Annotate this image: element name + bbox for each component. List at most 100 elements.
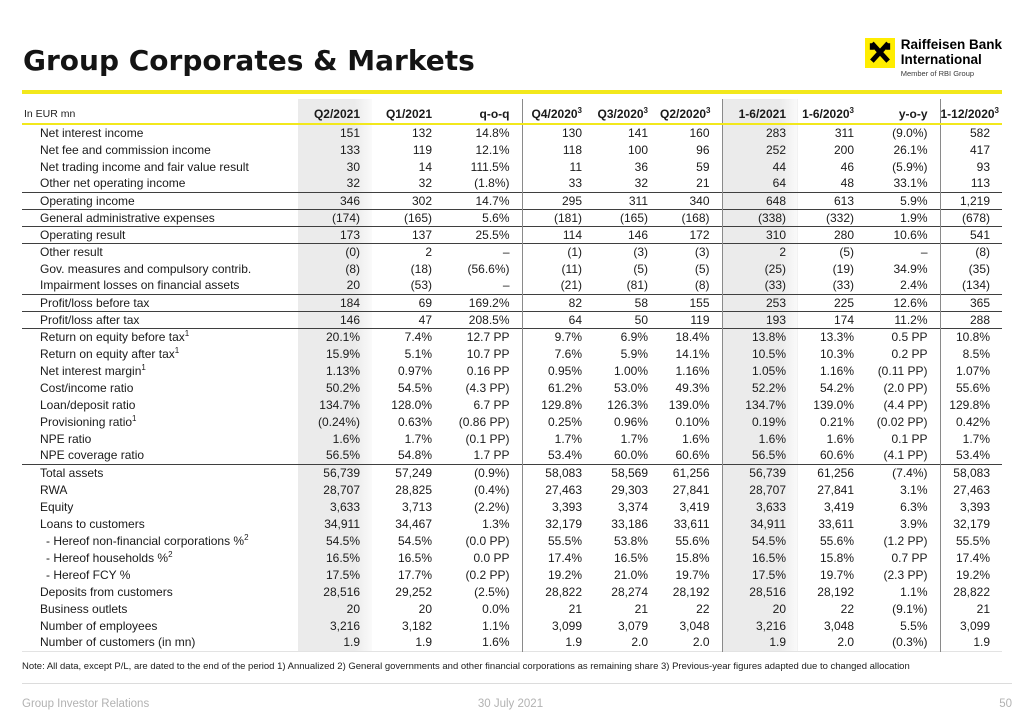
cell: 10.7 PP <box>444 345 523 362</box>
cell: 3,079 <box>617 618 648 633</box>
cell: 283 <box>722 124 798 141</box>
cell: 16.5% <box>722 549 798 566</box>
cell: 60.6% <box>660 447 723 464</box>
cell: (3) <box>660 242 723 260</box>
cell: 28,822 <box>953 584 990 599</box>
cell: 28,192 <box>817 584 854 599</box>
cell: 582 <box>969 126 990 140</box>
row-label: NPE ratio <box>40 431 92 446</box>
cell: 252 <box>722 141 798 158</box>
cell: 20 <box>722 600 798 617</box>
table-row: Number of customers (in mn) 1.9 1.9 1.6% 1.9… <box>22 634 1002 651</box>
cell: (18) <box>410 261 432 276</box>
cell: 20 <box>298 600 372 617</box>
cell: 28,707 <box>722 481 798 498</box>
cell: 59 <box>660 158 723 175</box>
page-title: Group Corporates & Markets <box>23 44 475 77</box>
cell: 119 <box>412 142 432 157</box>
table-row: - Hereof non-financial corporations %2 54… <box>22 532 1002 549</box>
cell: – <box>444 277 523 294</box>
cell: (81) <box>626 278 648 293</box>
row-label: Loan/deposit ratio <box>40 397 136 412</box>
cell: 55.5% <box>955 533 990 548</box>
cell: 340 <box>660 191 723 209</box>
cell: 5.5% <box>866 617 941 634</box>
cell: 295 <box>522 191 594 209</box>
cell: 53.4% <box>547 448 582 463</box>
cell: 1.9 <box>973 635 990 650</box>
cell: 11.2% <box>866 310 941 328</box>
cell: 0.63% <box>397 414 432 429</box>
cell: 184 <box>298 293 372 311</box>
cell: 60.0% <box>613 448 648 463</box>
cell: 12.6% <box>866 293 941 311</box>
cell: (165) <box>372 208 444 226</box>
cell: 10.6% <box>866 225 941 243</box>
row-label: Total assets <box>22 463 298 481</box>
cell: 3,633 <box>722 498 798 515</box>
cell: 21 <box>660 175 723 192</box>
cell: 29,303 <box>611 482 648 497</box>
cell: 32 <box>418 176 432 191</box>
row-label: - Hereof FCY % <box>46 567 131 582</box>
row-label: - Hereof households %2 <box>46 549 173 565</box>
cell: (134) <box>961 278 990 293</box>
cell: (2.2%) <box>444 498 523 515</box>
cell: (5) <box>660 260 723 277</box>
cell: 82 <box>522 293 594 311</box>
cell: 141 <box>627 126 648 140</box>
rbi-gable-cross-icon <box>864 38 895 68</box>
financials-table: In EUR mn Q2/2021 Q1/2021 q-o-q Q4/20203 Q3/2… <box>22 99 1002 652</box>
cell: 53.0% <box>613 380 648 395</box>
rbi-logo-text: Raiffeisen Bank International Member of … <box>900 37 1002 78</box>
cell: 28,516 <box>722 583 798 600</box>
cell: 56.5% <box>298 447 372 464</box>
cell: (181) <box>522 208 594 226</box>
cell: (5) <box>633 261 648 276</box>
cell: 155 <box>660 293 723 311</box>
cell: 132 <box>411 126 432 140</box>
row-label: Impairment losses on financial assets <box>40 278 240 293</box>
row-label: Gov. measures and compulsory contrib. <box>40 261 252 276</box>
row-label: Other result <box>22 242 298 260</box>
cell: 34.9% <box>866 260 941 277</box>
cell: (35) <box>968 261 990 276</box>
cell: 15.8% <box>660 549 723 566</box>
title-underline <box>22 90 1002 94</box>
table-row: General administrative expenses (174) (165… <box>22 208 1002 226</box>
cell: 33 <box>568 176 582 191</box>
cell: 1.9% <box>866 208 941 226</box>
cell: (8) <box>940 242 1002 260</box>
table-row: Profit/loss before tax 184 69 169.2% 82 58 155… <box>22 293 1002 311</box>
cell: 173 <box>298 225 372 243</box>
cell: 151 <box>298 124 372 141</box>
cell: 55.6% <box>955 380 990 395</box>
cell: 1.1% <box>444 617 523 634</box>
row-label: Net interest income <box>40 126 144 140</box>
cell: 53.4% <box>955 448 990 463</box>
column-header: Q1/2021 <box>372 99 444 125</box>
cell: 2.4% <box>866 277 941 294</box>
table-row: Other net operating income 32 32 (1.8%) 33 32… <box>22 175 1002 192</box>
table-body: Net interest income 151 132 14.8% 130 141 160 2… <box>22 124 1002 651</box>
table-row: Loan/deposit ratio 134.7% 128.0% 6.7 PP 129.… <box>22 396 1002 413</box>
cell: 311 <box>834 126 854 140</box>
cell: 64 <box>722 175 798 192</box>
logo-line3: Member of RBI Group <box>900 69 975 78</box>
cell: (21) <box>560 278 582 293</box>
table-row: Other result (0) 2– (1) (3) (3) 2 (5) – (8) <box>22 242 1002 260</box>
cell: 33,611 <box>660 515 723 532</box>
cell: 6.9% <box>594 327 660 345</box>
cell: 22 <box>660 600 723 617</box>
cell: 1.07% <box>955 363 990 378</box>
cell: 46 <box>840 159 854 174</box>
cell: 54.5% <box>397 533 432 548</box>
footnote: Note: All data, except P/L, are dated to… <box>22 660 910 672</box>
cell: 3,713 <box>401 499 432 514</box>
cell: 0.16 PP <box>444 362 523 379</box>
cell: 100 <box>627 142 648 157</box>
cell: 1.9 <box>722 634 798 651</box>
cell: (1.2 PP) <box>866 532 941 549</box>
cell: 47 <box>372 310 444 328</box>
cell: 3,099 <box>959 618 990 633</box>
